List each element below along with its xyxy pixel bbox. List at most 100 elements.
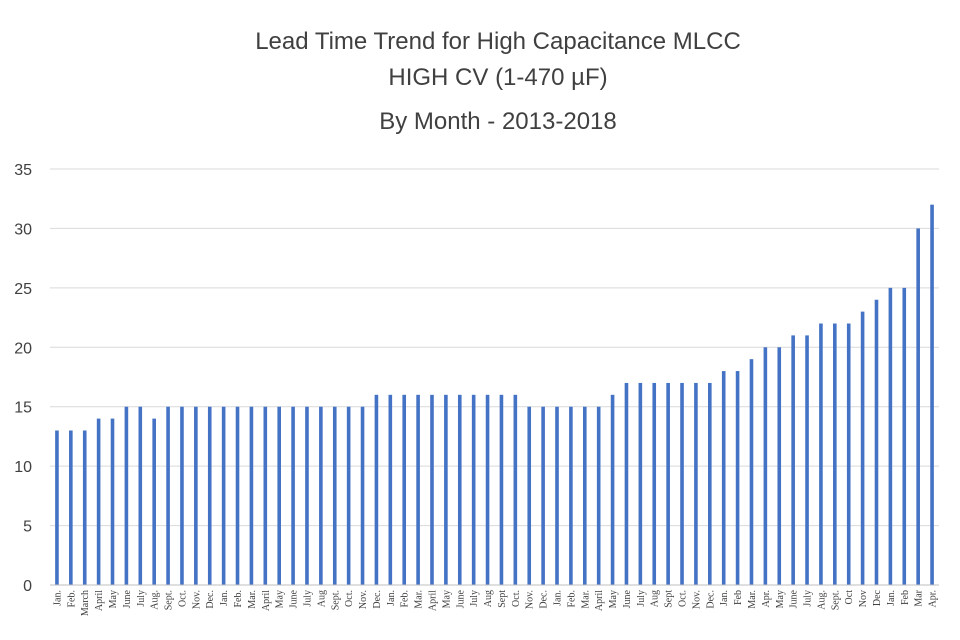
bar	[777, 347, 782, 585]
bar	[902, 287, 907, 585]
bar	[374, 394, 379, 585]
x-tick-label: Apr.	[928, 590, 939, 608]
bar	[235, 406, 240, 585]
x-tick-label: Dec.	[705, 590, 716, 609]
x-tick-label: Oct.	[344, 590, 355, 607]
x-tick-label: Sept	[497, 590, 508, 608]
x-tick-label: Oct.	[177, 590, 188, 607]
bar	[930, 204, 934, 585]
bar	[541, 406, 545, 585]
bar	[763, 347, 768, 585]
bar	[96, 418, 101, 585]
bar	[874, 299, 879, 585]
bar	[291, 406, 295, 585]
x-tick-label: Mar.	[747, 590, 758, 609]
y-tick-label: 5	[23, 519, 32, 536]
x-tick-label: April	[94, 590, 105, 611]
bar	[513, 394, 518, 585]
bar	[180, 406, 184, 585]
bar	[582, 406, 587, 585]
x-tick-label: Nov.	[691, 590, 702, 609]
x-tick-label: July	[636, 590, 647, 607]
bar	[346, 406, 351, 585]
bar	[166, 406, 170, 585]
x-tick-label: July	[136, 590, 147, 607]
x-tick-label: Mar.	[580, 590, 591, 609]
x-tick-label: Nov.	[358, 590, 369, 609]
bar	[846, 323, 851, 585]
bar	[360, 406, 365, 585]
bar	[527, 406, 532, 585]
bar	[402, 394, 407, 585]
gridlines	[50, 168, 939, 527]
y-tick-label: 10	[14, 459, 32, 476]
bar	[152, 418, 156, 585]
bar	[819, 323, 823, 585]
x-tick-label: Feb	[900, 590, 911, 605]
bar	[444, 394, 448, 585]
y-tick-label: 20	[14, 340, 32, 357]
x-tick-label: Aug	[483, 590, 494, 607]
bar	[82, 430, 87, 585]
x-tick-label: Oct.	[511, 590, 522, 607]
bar	[263, 406, 268, 585]
bar	[319, 406, 323, 585]
x-tick-label: Jan.	[553, 590, 564, 606]
x-tick-label: Dec.	[372, 590, 383, 609]
x-tick-label: June	[455, 589, 466, 608]
x-tick-label: Mar.	[247, 590, 258, 609]
x-axis-ticks: Jan. Feb. March April May June July Aug. Sept. Oc…	[52, 589, 938, 616]
x-tick-label: July	[469, 590, 480, 607]
x-tick-label: Aug	[316, 590, 327, 607]
x-tick-label: June	[789, 589, 800, 608]
x-tick-label: Jan.	[886, 590, 897, 606]
bar	[652, 382, 657, 585]
bar	[138, 406, 143, 585]
x-tick-label: Aug.	[816, 590, 827, 610]
bar	[471, 394, 476, 585]
x-tick-label: Apr.	[761, 590, 772, 608]
x-tick-label: Sept.	[164, 590, 175, 610]
x-tick-label: April	[427, 590, 438, 611]
x-tick-label: Jan.	[386, 590, 397, 606]
x-tick-label: Jan.	[52, 590, 63, 606]
bar	[833, 323, 837, 585]
x-tick-label: Feb.	[233, 590, 244, 608]
x-tick-label: May	[608, 590, 619, 608]
x-tick-label: Feb.	[66, 590, 77, 608]
x-tick-label: Oct	[844, 590, 855, 605]
bar	[485, 394, 490, 585]
x-tick-label: Oct.	[678, 590, 689, 607]
bar	[721, 371, 726, 585]
bar	[249, 406, 254, 585]
x-tick-label: May	[441, 590, 452, 608]
bar	[555, 406, 559, 585]
x-tick-label: July	[302, 590, 313, 607]
bar	[194, 406, 198, 585]
x-tick-label: Dec.	[539, 590, 550, 609]
y-tick-label: 15	[14, 400, 32, 417]
bar	[888, 287, 893, 585]
x-tick-label: April	[594, 590, 605, 611]
x-tick-label: Aug	[650, 590, 661, 607]
x-tick-label: Feb	[733, 590, 744, 605]
x-tick-label: May	[275, 590, 286, 608]
bar	[416, 394, 420, 585]
x-tick-label: Dec.	[205, 590, 216, 609]
y-tick-label: 25	[14, 281, 32, 298]
x-tick-label: Nov	[858, 590, 869, 607]
x-tick-label: Dec	[872, 589, 883, 606]
x-tick-label: Feb.	[400, 590, 411, 608]
bar	[430, 394, 434, 585]
bar	[624, 382, 629, 585]
bar	[207, 406, 212, 585]
x-tick-label: June	[622, 589, 633, 608]
x-tick-label: May	[108, 590, 119, 608]
bar	[708, 382, 712, 585]
x-tick-label: Nov.	[191, 590, 202, 609]
x-tick-label: Mar	[914, 589, 925, 606]
chart-title: Lead Time Trend for High Capacitance MLC…	[255, 28, 741, 55]
bar	[55, 430, 59, 585]
y-tick-label: 0	[23, 578, 32, 595]
chart-subtitle-2: By Month - 2013-2018	[379, 108, 616, 135]
